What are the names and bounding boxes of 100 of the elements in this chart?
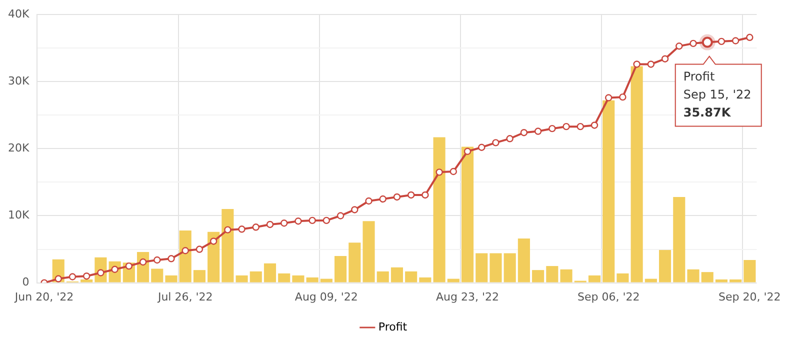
point [732,37,740,44]
point [54,275,62,282]
legend-label: Profit [378,320,408,334]
bar [236,275,248,282]
y-tick-label: 10K [8,208,30,222]
bar [165,275,178,282]
point [492,139,500,146]
point [690,40,697,48]
point [746,34,754,41]
bar [334,256,347,282]
bar [476,253,488,282]
bar [447,278,460,282]
point [534,128,542,135]
y-tick-label: 40K [8,7,30,20]
x-tick-label: Jun 20, '22 [14,290,74,304]
point [125,262,133,270]
bar [490,253,502,282]
point [450,168,458,176]
y-tick-label: 20K [8,142,30,155]
bar [532,270,544,282]
bar [80,279,93,282]
point [590,122,598,129]
point [154,256,161,264]
x-tick-label: Sep 06, '22 [577,290,640,304]
bar [362,221,375,282]
point [562,122,570,130]
x-tick-label: Aug 09, '22 [294,290,358,304]
point [436,168,443,176]
bar [616,273,629,282]
x-tick-label: Aug 23, '22 [436,290,500,304]
point [647,60,655,68]
bar [292,275,304,282]
bar [461,146,474,282]
bar [208,232,220,282]
x-tick-label: Sep 20, '22 [718,290,781,304]
point [422,191,429,199]
bar [433,137,446,282]
point [365,197,372,205]
point [393,193,401,201]
bar [419,277,432,282]
bar [659,250,672,282]
point [351,206,358,214]
bar [715,279,728,282]
bar [264,263,276,282]
point [576,122,584,130]
point [718,38,726,46]
x-tick-label: Jul 26, '22 [156,290,213,304]
bar [278,273,290,282]
bar [546,266,558,282]
bar [179,230,192,282]
bar [730,279,742,282]
bar [504,253,516,282]
point [336,212,344,220]
point [619,93,626,101]
y-tick-label: 0 [22,276,30,289]
point [605,94,612,102]
point [548,124,556,132]
bar [250,271,262,282]
point [676,42,683,50]
point [520,129,528,136]
bar [390,267,404,282]
bar [376,271,389,282]
point [308,216,316,224]
point [407,191,415,199]
bar [518,238,530,282]
bar [151,268,164,282]
point [266,220,274,228]
point [196,246,204,253]
bar [222,209,234,282]
bar [701,272,714,282]
point [210,238,218,245]
bar [630,66,643,282]
annotation: Profit Sep 15, '22 35.87K [683,69,752,120]
point [252,224,260,231]
bar [687,269,700,282]
point [506,135,514,142]
point [68,273,76,280]
point [168,255,175,262]
point [82,272,90,280]
y-tick-label: 30K [8,74,30,88]
bar [193,270,206,282]
bar [644,278,657,282]
point [661,55,669,62]
point [139,258,147,266]
point [478,144,486,151]
point [224,226,232,234]
bar [588,275,601,282]
point [238,226,246,233]
point [322,216,330,224]
bar [405,271,418,282]
bar [602,100,615,282]
point [633,60,640,68]
bar [306,277,318,282]
point [379,195,386,203]
point [280,220,288,227]
bar [744,260,756,282]
bar [673,196,686,282]
point [182,247,189,254]
bar [320,278,332,282]
point [294,218,302,225]
